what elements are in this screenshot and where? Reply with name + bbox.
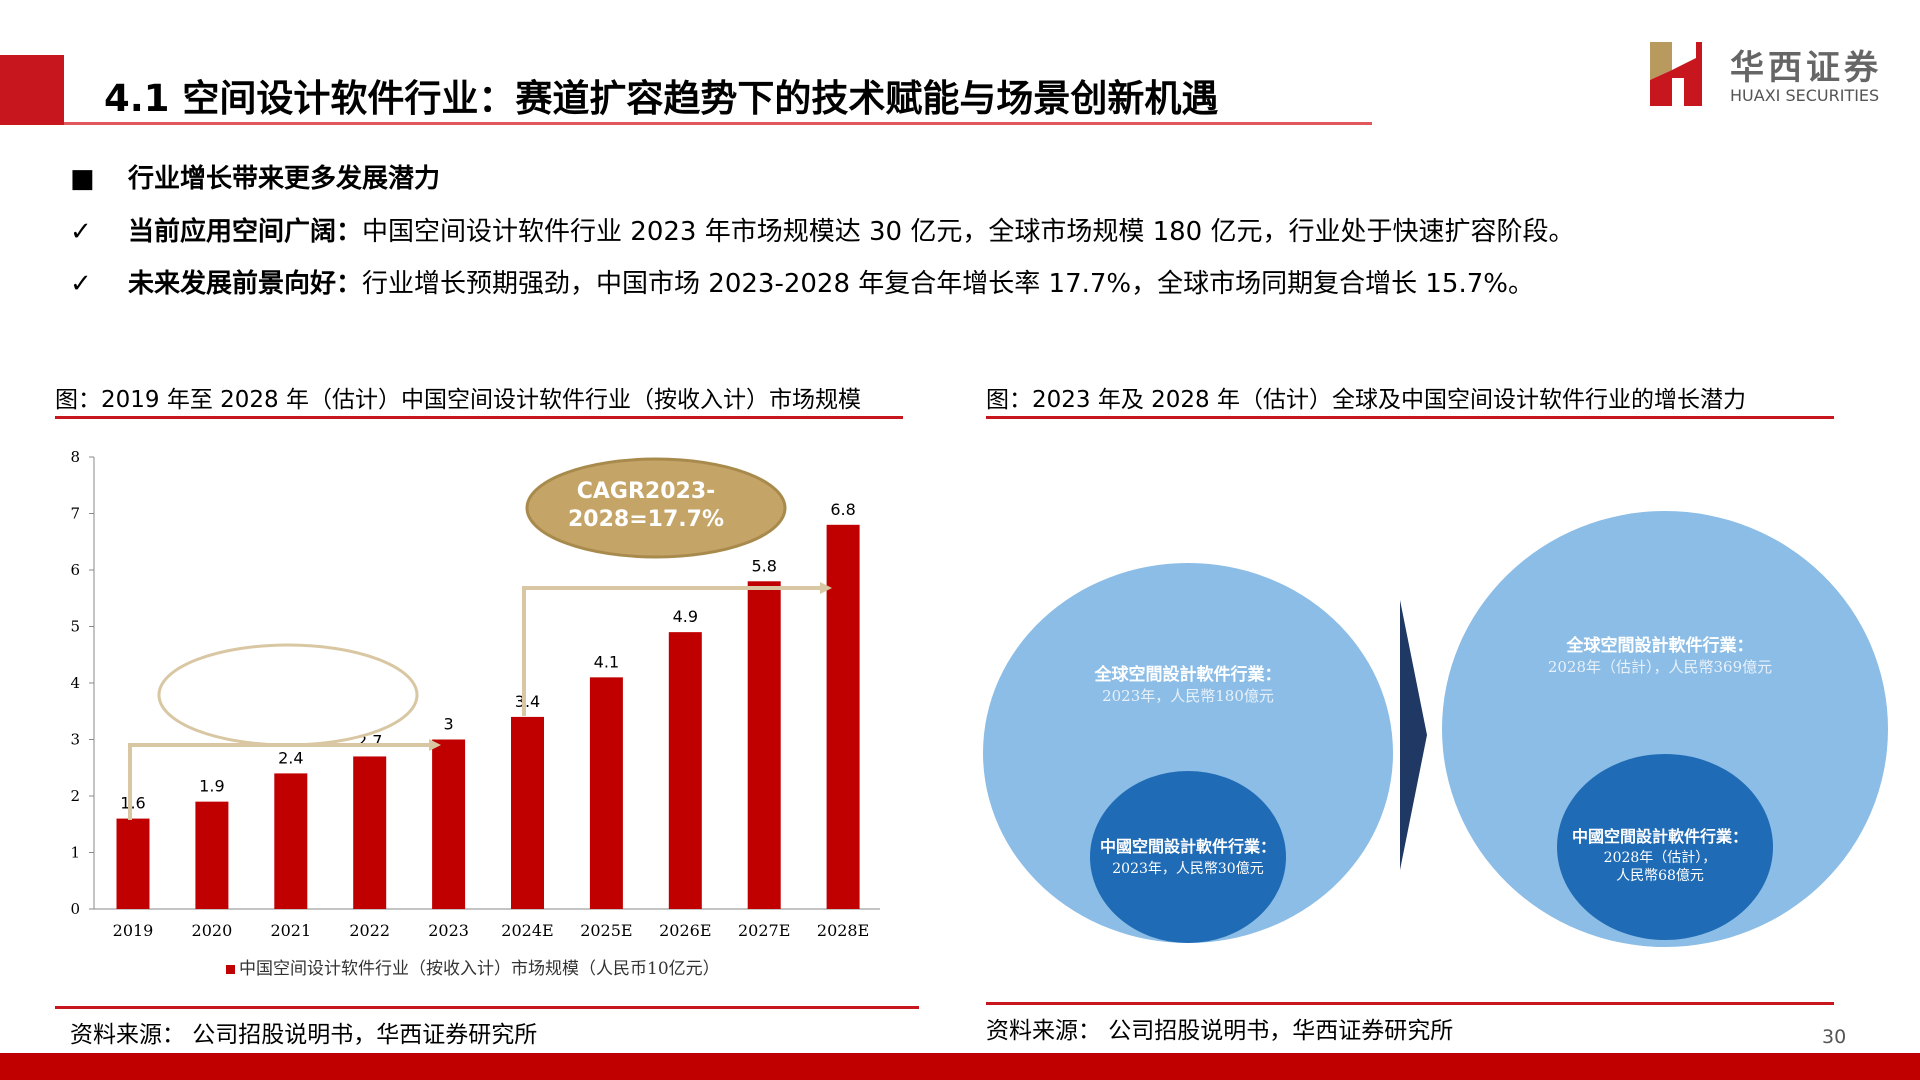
bullet-heading: ■ 行业增长带来更多发展潜力: [70, 164, 441, 194]
circle-label: 全球空間設計軟件行業：: [1094, 664, 1282, 685]
arrow-head-2: [820, 582, 832, 594]
right-source: 资料来源： 公司招股说明书，华西证券研究所: [986, 1018, 1454, 1044]
right-figure-title: 图：2023 年及 2028 年（估计）全球及中国空间设计软件行业的增长潜力: [986, 387, 1746, 413]
bar-2024E: [511, 716, 544, 909]
growth-arrow-1: [128, 743, 436, 820]
data-label: 1.6: [120, 794, 145, 813]
data-label: 5.8: [751, 556, 776, 575]
y-tick-label: 4: [70, 674, 80, 692]
y-tick-label: 2: [70, 787, 80, 805]
square-bullet-icon: ■: [70, 164, 95, 194]
data-label: 2.4: [278, 748, 303, 767]
cagr-badge: [525, 457, 787, 559]
china-2028-circle: [1557, 754, 1773, 940]
bar-2023: [432, 739, 466, 909]
left-source: 资料来源： 公司招股说明书，华西证券研究所: [70, 1022, 538, 1048]
header-accent-block: [0, 55, 64, 125]
bar-2021: [274, 773, 308, 909]
y-tick-label: 5: [70, 618, 80, 636]
bar-2022: [353, 756, 387, 909]
bar-2019: [116, 818, 150, 909]
check-icon: ✓: [70, 217, 92, 247]
circle-label: 2023年，人民幣30億元: [1112, 861, 1263, 877]
x-tick-label: 2021: [270, 921, 311, 940]
left-title-rule: [55, 416, 903, 419]
bar-2025E: [589, 677, 623, 909]
x-tick-label: 2020: [192, 921, 233, 940]
x-tick-label: 2026E: [659, 921, 711, 940]
bullet-item: ✓ 未来发展前景向好：行业增长预期强劲，中国市场 2023-2028 年复合年增长…: [70, 269, 1534, 299]
circle-label: 中國空間設計軟件行業：: [1572, 827, 1748, 846]
data-label: 4.9: [673, 607, 698, 626]
legend-label: 中国空间设计软件行业（按收入计）市场规模（人民币10亿元）: [239, 959, 720, 979]
highlight-ellipse: [157, 643, 419, 747]
global-2028-circle: [1442, 511, 1888, 947]
y-tick-label: 6: [70, 561, 80, 579]
x-tick-label: 2019: [113, 921, 154, 940]
circle-label: 2023年，人民幣180億元: [1102, 687, 1274, 705]
left-figure-title: 图：2019 年至 2028 年（估计）中国空间设计软件行业（按收入计）市场规模: [55, 387, 861, 413]
growth-arrow-2: [522, 586, 825, 716]
data-label: 3: [444, 715, 454, 734]
title-underline: [64, 122, 1372, 125]
bar-chart: 0123456781.620191.920202.420212.72022320…: [70, 448, 880, 979]
global-2023-circle: [983, 563, 1393, 943]
right-title-rule: [986, 416, 1834, 419]
bullet-item: ✓ 当前应用空间广阔：中国空间设计软件行业 2023 年市场规模达 30 亿元，全…: [70, 217, 1575, 247]
circle-label: 全球空間設計軟件行業：: [1566, 635, 1754, 656]
data-label: 4.1: [594, 652, 619, 671]
bar-2027E: [747, 581, 781, 909]
x-tick-label: 2024E: [501, 921, 553, 940]
right-source-rule: [986, 1002, 1834, 1005]
legend-swatch: [226, 965, 235, 974]
x-tick-label: 2025E: [580, 921, 632, 940]
circle-label: 2028年（估計），人民幣369億元: [1548, 658, 1772, 676]
bar-2028E: [826, 524, 860, 909]
y-tick-label: 0: [70, 900, 80, 918]
data-label: 6.8: [830, 500, 855, 519]
x-tick-label: 2023: [428, 921, 469, 940]
y-tick-label: 1: [70, 844, 80, 862]
growth-arrow-icon: [1400, 600, 1427, 870]
cagr-label: 2028=17.7%: [568, 507, 724, 532]
footer-bar: [0, 1053, 1920, 1080]
bar-2026E: [668, 632, 702, 909]
x-tick-label: 2028E: [817, 921, 869, 940]
left-source-rule: [55, 1006, 919, 1009]
y-tick-label: 7: [70, 505, 80, 523]
logo-text-cn: 华西证券: [1730, 48, 1882, 88]
logo-text-en: HUAXI SECURITIES: [1730, 86, 1880, 105]
data-label: 3.4: [515, 692, 540, 711]
y-tick-label: 3: [70, 731, 80, 749]
china-2023-circle: [1090, 771, 1286, 943]
circle-label: 人民幣68億元: [1616, 868, 1704, 884]
bubble-diagram: 全球空間設計軟件行業： 2023年，人民幣180億元 中國空間設計軟件行業： 2…: [983, 511, 1888, 947]
x-tick-label: 2027E: [738, 921, 790, 940]
y-tick-label: 8: [70, 448, 80, 466]
cagr-label: CAGR2023-: [577, 479, 716, 504]
circle-label: 2028年（估計），: [1604, 850, 1717, 866]
page-title: 4.1 空间设计软件行业：赛道扩容趋势下的技术赋能与场景创新机遇: [104, 77, 1219, 120]
page-number: 30: [1822, 1026, 1847, 1048]
check-icon: ✓: [70, 269, 92, 299]
circle-label: 中國空間設計軟件行業：: [1100, 837, 1276, 856]
huaxi-logo: 华西证券 HUAXI SECURITIES: [1650, 40, 1910, 110]
data-label: 1.9: [199, 777, 224, 796]
x-tick-label: 2022: [349, 921, 390, 940]
bar-2020: [195, 801, 229, 909]
arrow-head-1: [429, 739, 441, 751]
